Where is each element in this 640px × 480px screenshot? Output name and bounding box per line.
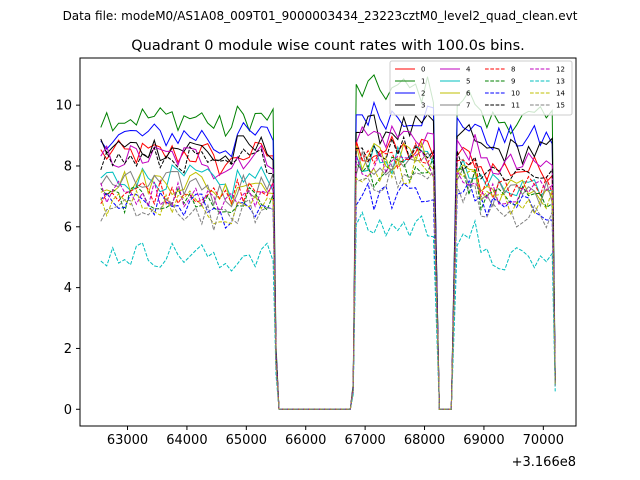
chart-title: Quadrant 0 module wise count rates with … (131, 38, 525, 54)
y-tick-label: 6 (64, 220, 72, 235)
legend-label-9: 9 (511, 78, 515, 86)
series-line-11 (100, 135, 556, 410)
legend-label-15: 15 (556, 102, 565, 110)
legend-label-1: 1 (421, 78, 425, 86)
x-offset-label: +3.166e8 (512, 455, 576, 470)
series-line-9 (100, 156, 556, 410)
series-line-14 (100, 155, 556, 410)
x-tick-label: 65000 (226, 433, 267, 448)
legend-label-4: 4 (466, 66, 471, 74)
series-line-1 (100, 73, 556, 410)
y-tick-label: 4 (64, 281, 72, 296)
x-tick-label: 63000 (107, 433, 148, 448)
series-line-15 (100, 163, 556, 410)
axis-ticks: 63000 64000 65000 66000 67000 68000 69000 70000… (55, 99, 564, 448)
legend-label-6: 6 (466, 90, 471, 98)
x-tick-label: 67000 (344, 433, 385, 448)
legend-label-11: 11 (511, 102, 520, 110)
series-line-13 (100, 210, 556, 410)
x-tick-label: 68000 (404, 433, 445, 448)
legend-label-7: 7 (466, 102, 470, 110)
legend-label-12: 12 (556, 66, 565, 74)
series-line-8 (100, 141, 556, 410)
legend-label-5: 5 (466, 78, 470, 86)
axes-frame (79, 57, 577, 427)
plot-area (100, 73, 556, 410)
series-line-4 (100, 124, 556, 410)
y-tick-label: 10 (55, 99, 72, 114)
series-line-10 (100, 179, 556, 410)
x-tick-label: 69000 (463, 433, 504, 448)
series-line-5 (100, 143, 556, 410)
y-tick-label: 0 (64, 403, 72, 418)
legend-label-8: 8 (511, 66, 515, 74)
y-tick-label: 2 (64, 342, 72, 357)
x-tick-label: 70000 (523, 433, 564, 448)
x-tick-label: 64000 (166, 433, 207, 448)
legend-label-14: 14 (556, 90, 565, 98)
legend-label-0: 0 (421, 66, 425, 74)
legend-label-3: 3 (421, 102, 425, 110)
legend-label-10: 10 (511, 90, 520, 98)
y-tick-label: 8 (64, 159, 72, 174)
series-line-6 (100, 141, 556, 410)
legend-box (389, 60, 573, 116)
figure-suptitle: Data file: modeM0/AS1A08_009T01_90000034… (63, 9, 578, 23)
legend-label-13: 13 (556, 78, 565, 86)
series-line-12 (100, 150, 556, 410)
series-line-7 (100, 150, 556, 410)
legend-label-2: 2 (421, 90, 425, 98)
x-tick-label: 66000 (285, 433, 326, 448)
